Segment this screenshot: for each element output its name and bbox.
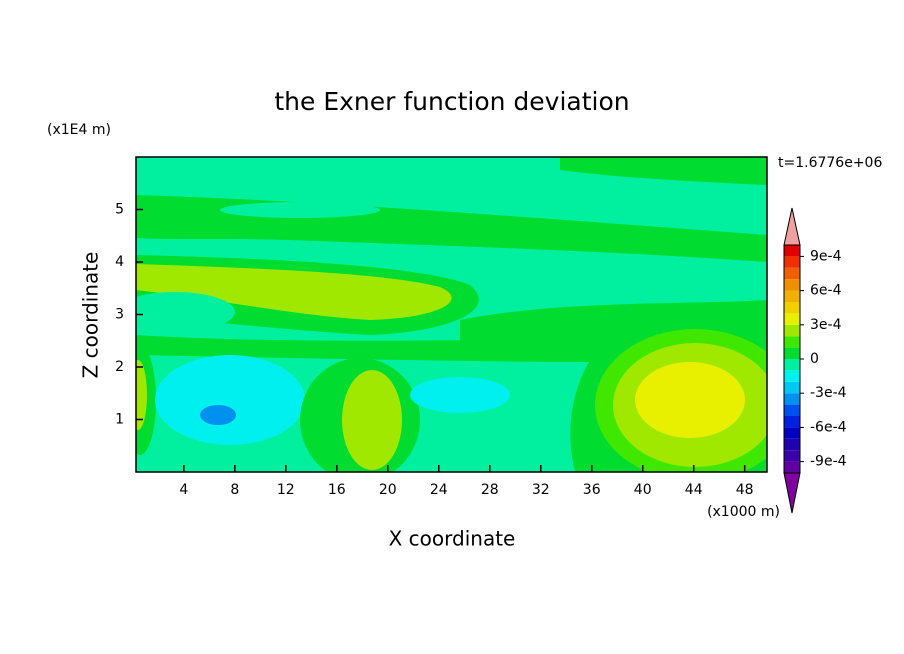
y-tick-label: 1 <box>115 412 124 428</box>
colorbar-box <box>784 370 800 382</box>
x-axis-label: X coordinate <box>389 527 516 551</box>
colorbar-extend-under <box>783 472 801 514</box>
colorbar-box <box>784 450 800 462</box>
contour-fill <box>136 335 767 363</box>
contour-fill <box>155 355 305 445</box>
x-tick-label: 44 <box>685 482 703 498</box>
x-tick-label: 48 <box>736 482 754 498</box>
x-tick-label: 24 <box>430 482 448 498</box>
x-tick-label: 8 <box>230 482 239 498</box>
colorbar-tick-label: 9e-4 <box>810 248 842 264</box>
colorbar-extend-over <box>783 207 801 246</box>
contour-fill <box>635 362 745 438</box>
colorbar-box <box>784 461 800 473</box>
colorbar-box <box>784 427 800 439</box>
colorbar-box <box>784 245 800 257</box>
y-tick-label: 2 <box>115 359 124 375</box>
colorbar-box <box>784 256 800 268</box>
colorbar-tick-label: 3e-4 <box>810 317 842 333</box>
colorbar-box <box>784 267 800 280</box>
contour-fill <box>220 202 380 218</box>
colorbar-box <box>784 416 800 428</box>
colorbar-box <box>784 438 800 451</box>
colorbar-box <box>784 404 800 416</box>
colorbar-box <box>784 313 800 325</box>
x-tick-label: 40 <box>634 482 652 498</box>
x-unit: (x1000 m) <box>707 504 780 520</box>
contour-fill <box>342 370 402 470</box>
x-tick-label: 36 <box>583 482 601 498</box>
colorbar-tick-label: 0 <box>810 351 819 367</box>
colorbar-box <box>784 393 800 405</box>
colorbar-box <box>784 290 800 302</box>
y-tick-label: 4 <box>115 254 124 270</box>
y-tick-label: 5 <box>115 202 124 218</box>
contour-fill <box>136 360 147 430</box>
x-tick-label: 16 <box>328 482 346 498</box>
x-tick-label: 32 <box>532 482 550 498</box>
contour-fill <box>560 157 767 185</box>
x-tick-label: 12 <box>277 482 295 498</box>
contour-field <box>136 157 767 472</box>
colorbar-box <box>784 324 800 337</box>
y-axis-label: Z coordinate <box>79 252 103 379</box>
x-tick-label: 28 <box>481 482 499 498</box>
x-tick-label: 4 <box>179 482 188 498</box>
chart-title: the Exner function deviation <box>274 87 629 116</box>
colorbar-box <box>784 279 800 291</box>
y-unit: (x1E4 m) <box>47 122 111 138</box>
colorbar-tick-label: -6e-4 <box>810 419 847 435</box>
time-label: t=1.6776e+06 <box>778 155 882 171</box>
contour-fill <box>136 264 452 320</box>
colorbar-box <box>784 381 800 394</box>
contour-fill <box>136 292 235 332</box>
colorbar-tick-label: -9e-4 <box>810 454 847 470</box>
x-tick-label: 20 <box>379 482 397 498</box>
contour-fill <box>200 405 236 425</box>
colorbar-box <box>784 336 800 348</box>
colorbar-box <box>784 359 800 371</box>
contour-fill <box>410 377 510 413</box>
y-tick-label: 3 <box>115 307 124 323</box>
colorbar-tick-label: 6e-4 <box>810 283 842 299</box>
colorbar-tick-label: -3e-4 <box>810 385 847 401</box>
colorbar-box <box>784 347 800 359</box>
colorbar-box <box>784 302 800 314</box>
